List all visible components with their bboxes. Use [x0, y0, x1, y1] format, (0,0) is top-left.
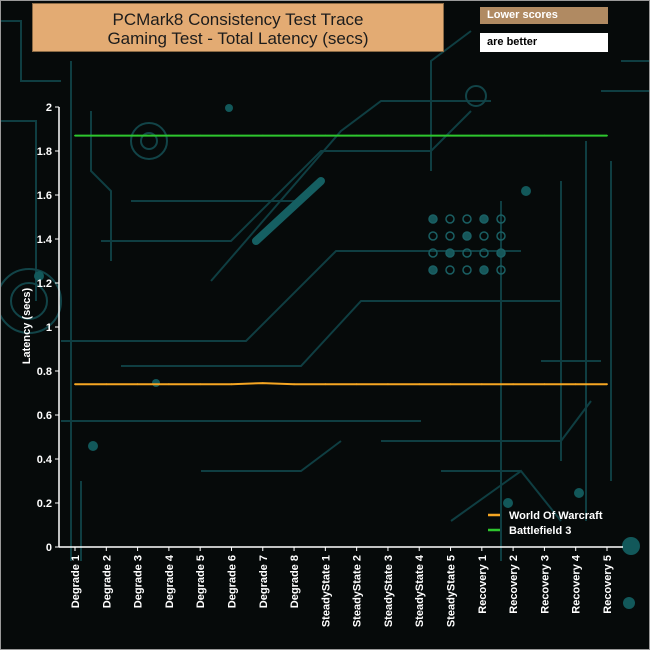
y-tick-label: 1 — [46, 322, 52, 334]
chart-title-box: PCMark8 Consistency Test Trace Gaming Te… — [32, 3, 444, 52]
data-point — [512, 134, 515, 137]
data-point — [543, 134, 546, 137]
y-tick-label: 1.6 — [37, 190, 52, 202]
data-point — [293, 383, 295, 386]
legend-label: Battlefield 3 — [509, 525, 571, 537]
data-point — [387, 383, 389, 386]
data-point — [230, 383, 233, 386]
y-tick-label: 0.4 — [37, 454, 53, 466]
data-point — [74, 383, 76, 386]
data-point — [167, 134, 170, 137]
x-tick-label: Recovery 2 — [508, 555, 520, 614]
data-point — [480, 383, 483, 386]
x-tick-label: SteadyState 2 — [352, 555, 364, 627]
data-point — [105, 383, 108, 386]
x-tick-label: Degrade 2 — [101, 555, 113, 608]
x-tick-label: Degrade 1 — [70, 555, 82, 608]
x-tick-label: Degrade 6 — [226, 555, 238, 608]
data-point — [355, 383, 358, 386]
data-point — [480, 134, 483, 137]
data-point — [606, 383, 608, 386]
y-tick-label: 1.2 — [37, 278, 52, 290]
chart-subtitle: Gaming Test - Total Latency (secs) — [107, 29, 369, 48]
data-point — [355, 134, 358, 137]
y-tick-label: 2 — [46, 102, 52, 114]
x-tick-label: SteadyState 5 — [446, 555, 458, 627]
x-tick-label: Degrade 7 — [258, 555, 270, 608]
y-axis-label: Latency (secs) — [21, 287, 33, 365]
note-are-better: are better — [480, 33, 608, 52]
x-tick-label: Recovery 3 — [539, 555, 551, 614]
data-point — [324, 383, 327, 386]
x-tick-label: Degrade 8 — [289, 555, 301, 608]
data-point — [574, 383, 577, 386]
data-point — [324, 134, 327, 137]
data-point — [418, 383, 421, 386]
x-tick-label: Recovery 4 — [571, 554, 583, 614]
data-point — [167, 383, 170, 386]
y-tick-label: 0.6 — [37, 410, 52, 422]
chart-title: PCMark8 Consistency Test Trace — [112, 10, 364, 29]
data-point — [293, 134, 295, 137]
x-tick-label: SteadyState 1 — [320, 555, 332, 627]
y-tick-label: 0.2 — [37, 498, 52, 510]
data-point — [230, 134, 233, 137]
x-tick-label: Recovery 5 — [602, 555, 614, 614]
x-tick-label: Degrade 5 — [195, 555, 207, 608]
data-point — [261, 382, 264, 384]
data-point — [606, 134, 608, 137]
y-tick-label: 0 — [46, 542, 52, 554]
data-point — [74, 134, 76, 137]
x-tick-label: SteadyState 4 — [414, 554, 426, 627]
x-tick-label: Degrade 3 — [133, 555, 145, 608]
data-point — [512, 383, 515, 386]
data-point — [136, 383, 139, 386]
y-tick-label: 0.8 — [37, 366, 52, 378]
x-tick-label: SteadyState 3 — [383, 555, 395, 627]
note-lower-scores: Lower scores — [480, 7, 608, 24]
x-tick-label: Recovery 1 — [477, 555, 489, 614]
data-point — [261, 134, 264, 137]
data-point — [136, 134, 139, 137]
data-point — [105, 134, 108, 137]
y-tick-label: 1.4 — [37, 234, 53, 246]
x-tick-label: Degrade 4 — [164, 554, 176, 608]
legend-label: World Of Warcraft — [509, 510, 603, 522]
data-point — [574, 134, 577, 137]
data-point — [449, 134, 452, 137]
data-point — [199, 383, 202, 386]
series-line-0 — [75, 382, 607, 386]
y-tick-label: 1.8 — [37, 146, 52, 158]
data-point — [418, 134, 421, 137]
data-point — [543, 383, 546, 386]
data-point — [449, 383, 452, 386]
data-point — [387, 134, 389, 137]
data-point — [199, 134, 202, 137]
